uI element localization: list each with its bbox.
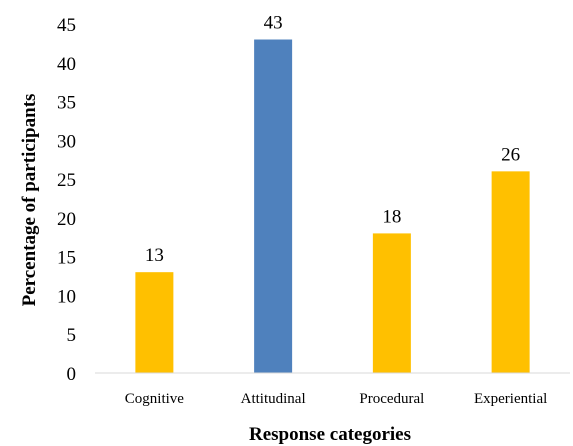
data-label: 13 xyxy=(145,245,164,266)
y-tick-label: 35 xyxy=(57,93,76,114)
data-label: 43 xyxy=(264,13,283,34)
bar-experiential xyxy=(491,171,530,373)
bars xyxy=(135,39,530,374)
data-label: 26 xyxy=(501,144,520,165)
y-tick-label: 25 xyxy=(57,170,76,191)
x-axis-title: Response categories xyxy=(249,424,411,445)
y-tick-label: 45 xyxy=(57,15,76,36)
y-axis-title: Percentage of participants xyxy=(19,94,40,307)
bar-attitudinal xyxy=(254,39,293,374)
x-tick-label: Cognitive xyxy=(125,391,185,407)
y-tick-label: 10 xyxy=(57,286,76,307)
x-axis-tick-labels: Cognitive Attitudinal Procedural Experienti… xyxy=(125,391,547,407)
data-label: 18 xyxy=(382,206,401,227)
x-tick-label: Experiential xyxy=(474,391,547,407)
y-tick-label: 40 xyxy=(57,54,76,75)
y-tick-label: 0 xyxy=(67,364,77,385)
x-tick-label: Attitudinal xyxy=(241,391,306,407)
y-axis-ticks: 0 5 10 15 20 25 30 35 40 45 xyxy=(57,15,76,385)
y-tick-label: 15 xyxy=(57,248,76,269)
y-tick-label: 30 xyxy=(57,131,76,152)
bar-cognitive xyxy=(135,272,174,373)
y-tick-label: 20 xyxy=(57,209,76,230)
x-tick-label: Procedural xyxy=(359,391,424,407)
data-labels: 13 43 18 26 xyxy=(145,13,520,267)
y-tick-label: 5 xyxy=(67,325,77,346)
bar-procedural xyxy=(372,233,411,373)
